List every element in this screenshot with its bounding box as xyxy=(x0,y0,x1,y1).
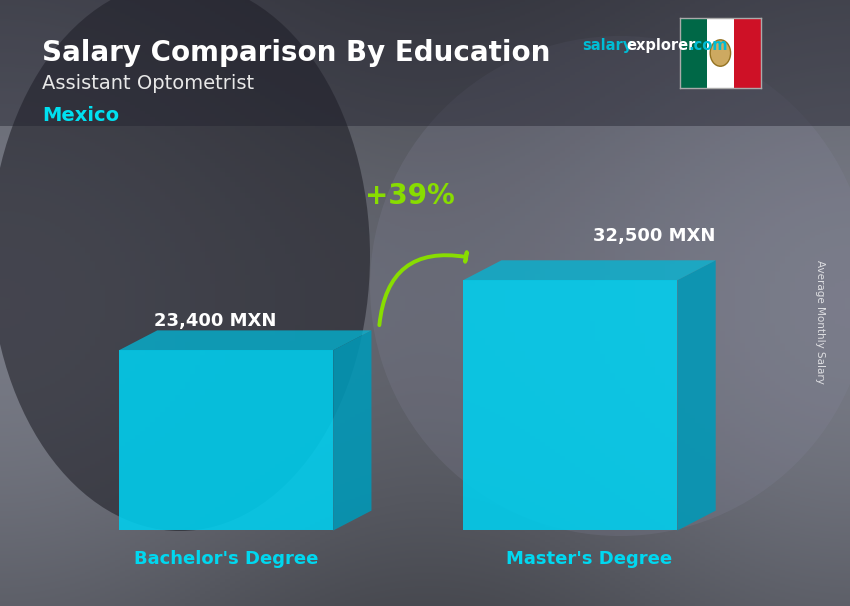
Text: 32,500 MXN: 32,500 MXN xyxy=(592,227,715,245)
Ellipse shape xyxy=(0,0,370,531)
Polygon shape xyxy=(463,280,677,530)
Bar xyxy=(707,18,734,88)
Text: explorer: explorer xyxy=(626,38,696,53)
Bar xyxy=(734,18,761,88)
Bar xyxy=(680,18,707,88)
Text: Mexico: Mexico xyxy=(42,106,120,125)
Polygon shape xyxy=(119,330,371,350)
Text: Average Monthly Salary: Average Monthly Salary xyxy=(815,260,825,384)
Polygon shape xyxy=(119,350,333,530)
Text: Bachelor's Degree: Bachelor's Degree xyxy=(134,550,318,568)
Text: +39%: +39% xyxy=(365,182,455,210)
Text: .com: .com xyxy=(688,38,728,53)
Text: Assistant Optometrist: Assistant Optometrist xyxy=(42,74,255,93)
Bar xyxy=(0,0,850,126)
Text: 23,400 MXN: 23,400 MXN xyxy=(154,312,276,330)
Polygon shape xyxy=(463,261,716,280)
Text: Salary Comparison By Education: Salary Comparison By Education xyxy=(42,39,551,67)
Polygon shape xyxy=(333,330,371,530)
Ellipse shape xyxy=(370,36,850,536)
Text: salary: salary xyxy=(582,38,632,53)
Text: Master's Degree: Master's Degree xyxy=(507,550,672,568)
Polygon shape xyxy=(677,261,716,530)
Circle shape xyxy=(710,40,731,66)
